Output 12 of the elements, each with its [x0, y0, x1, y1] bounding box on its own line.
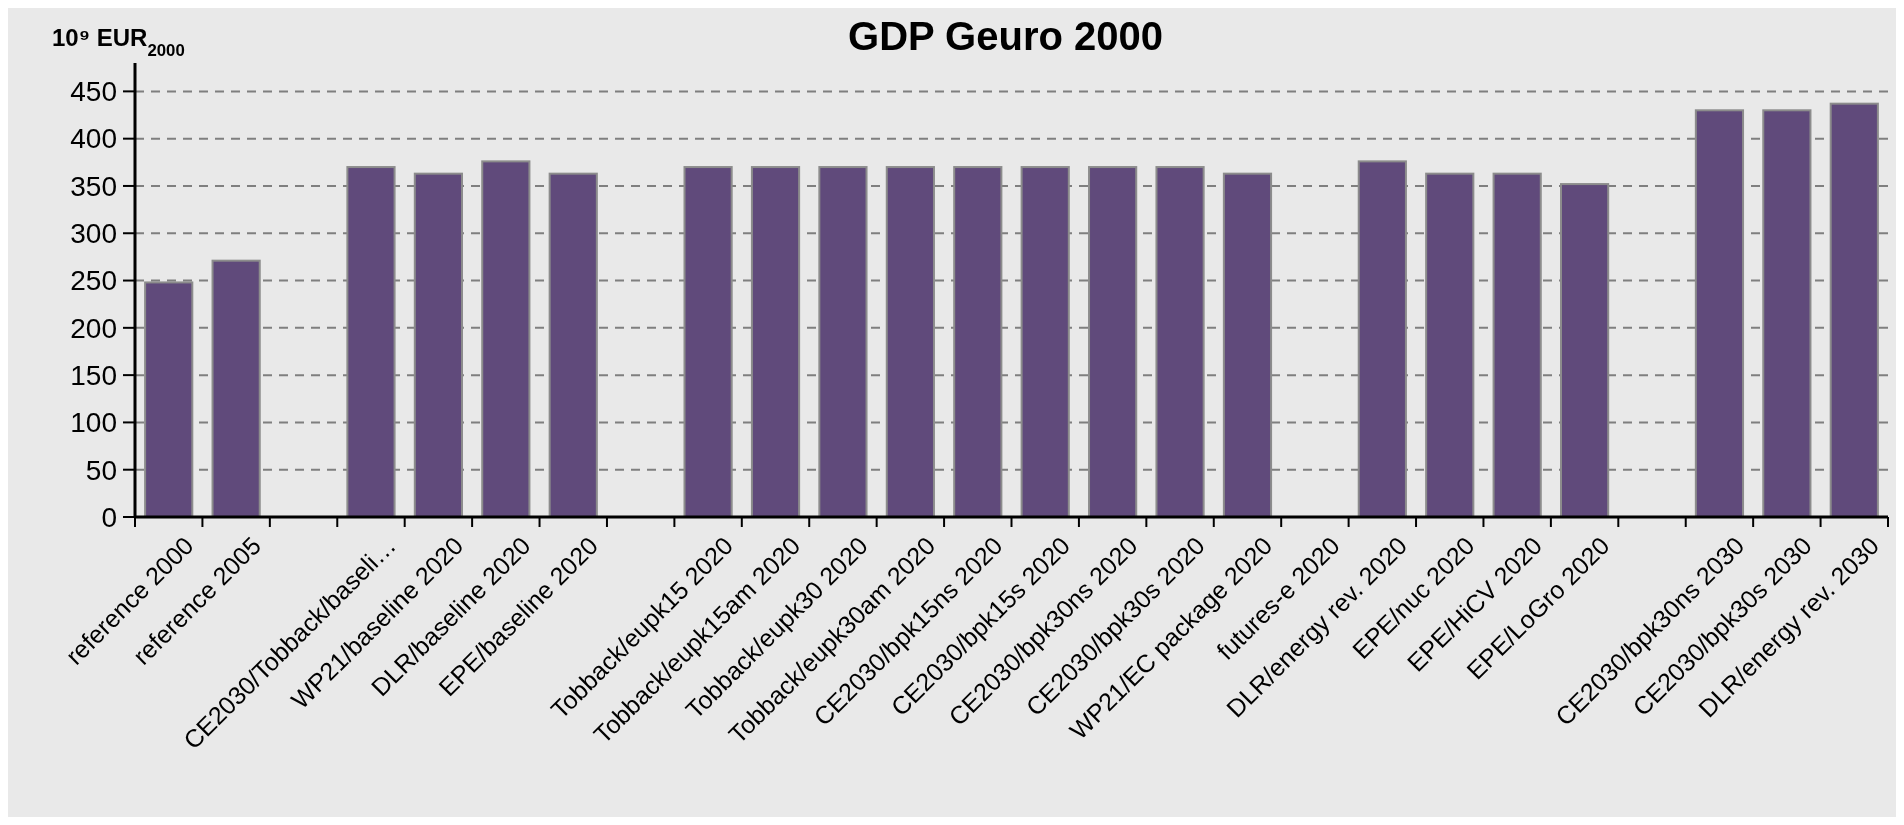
- y-tick-label: 450: [70, 76, 117, 108]
- chart-title: GDP Geuro 2000: [848, 14, 1163, 58]
- y-axis-title: 10⁹ EUR$_{2000}$: [52, 24, 185, 60]
- y-tick-label: 400: [70, 123, 117, 155]
- y-tick-label: 350: [70, 170, 117, 202]
- y-tick-label: 200: [70, 312, 117, 344]
- y-tick-label: 100: [70, 407, 117, 439]
- y-tick-label: 50: [85, 454, 117, 486]
- y-tick-label: 300: [70, 218, 117, 250]
- y-tick-label: 150: [70, 359, 117, 391]
- y-tick-label: 0: [101, 501, 117, 533]
- y-tick-label: 250: [70, 265, 117, 297]
